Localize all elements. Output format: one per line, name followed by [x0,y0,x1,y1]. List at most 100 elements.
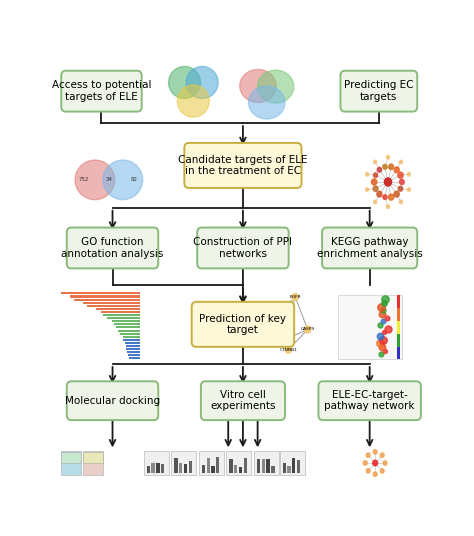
Text: 82: 82 [130,177,137,182]
Ellipse shape [248,86,285,119]
Circle shape [365,188,369,191]
Circle shape [400,160,402,163]
Text: Access to potential
targets of ELE: Access to potential targets of ELE [52,80,151,102]
Bar [287,466,291,473]
Ellipse shape [186,66,218,99]
FancyBboxPatch shape [319,381,421,420]
Bar [216,457,219,473]
Circle shape [373,460,378,466]
Circle shape [373,472,377,477]
Circle shape [394,191,399,197]
Bar [283,463,286,473]
FancyBboxPatch shape [201,381,285,420]
Point [377,350,385,359]
Bar [202,465,205,473]
Bar [257,459,260,473]
Text: Construction of PPI
networks: Construction of PPI networks [193,237,292,259]
Bar [234,465,237,473]
FancyBboxPatch shape [67,228,158,269]
Bar [61,293,140,294]
Text: Vitro cell
experiments: Vitro cell experiments [210,390,276,412]
Text: 752: 752 [79,177,89,182]
FancyBboxPatch shape [254,451,279,475]
Circle shape [374,160,377,163]
Bar [297,460,300,473]
FancyBboxPatch shape [322,228,417,269]
Bar [127,348,140,350]
Bar [184,464,187,473]
Bar [103,314,140,316]
Text: GO function
annotation analysis: GO function annotation analysis [61,237,164,259]
Ellipse shape [103,160,143,200]
Circle shape [365,173,369,176]
Bar [207,458,210,473]
FancyBboxPatch shape [191,302,294,347]
Circle shape [373,450,377,454]
Circle shape [380,453,384,457]
Bar [156,463,160,473]
Bar [107,317,140,319]
FancyBboxPatch shape [171,451,196,475]
Point [379,336,387,344]
Circle shape [380,468,384,473]
Point [378,343,386,352]
Ellipse shape [177,85,210,117]
Point [378,310,386,318]
Text: Candidate targets of ELE
in the treatment of EC: Candidate targets of ELE in the treatmen… [178,155,308,176]
Text: Predicting EC
targets: Predicting EC targets [344,80,414,102]
Circle shape [304,326,311,333]
FancyBboxPatch shape [61,451,82,475]
Bar [128,351,140,353]
Text: CASP9: CASP9 [301,327,315,331]
Text: Prediction of key
target: Prediction of key target [200,314,286,335]
Circle shape [374,173,378,177]
FancyBboxPatch shape [67,381,158,420]
Circle shape [400,200,402,204]
Point [380,317,387,325]
Point [383,313,391,322]
Text: KEGG pathway
enrichment analysis: KEGG pathway enrichment analysis [317,237,422,259]
FancyBboxPatch shape [83,451,103,463]
Bar [229,459,233,473]
Bar [174,458,178,473]
Point [377,302,385,311]
Text: STAT3: STAT3 [266,317,279,321]
Circle shape [386,205,390,209]
Text: CTNNB1: CTNNB1 [280,348,297,352]
Circle shape [373,186,378,191]
Circle shape [400,180,404,184]
Circle shape [398,186,403,191]
Point [376,332,384,340]
Bar [262,459,265,473]
Circle shape [366,468,370,473]
Bar [146,466,150,473]
Circle shape [377,167,382,172]
Bar [266,459,270,473]
Circle shape [398,172,403,178]
FancyBboxPatch shape [340,71,417,111]
Bar [239,467,242,473]
Point [376,339,384,348]
Ellipse shape [169,66,201,99]
Point [380,306,387,315]
FancyBboxPatch shape [199,451,224,475]
FancyBboxPatch shape [83,451,103,475]
FancyBboxPatch shape [227,451,251,475]
Bar [152,463,155,473]
Bar [179,463,182,473]
Circle shape [383,165,387,169]
Circle shape [270,315,276,322]
Circle shape [388,194,394,200]
Bar [397,321,400,334]
Bar [292,458,295,473]
Circle shape [366,453,370,457]
FancyBboxPatch shape [144,451,169,475]
Circle shape [407,173,410,176]
Bar [111,320,140,322]
Text: ELE-EC-target-
pathway network: ELE-EC-target- pathway network [324,390,415,412]
Point [380,328,387,337]
Circle shape [363,461,367,465]
Bar [122,336,140,338]
Bar [126,345,140,347]
Bar [87,305,140,307]
